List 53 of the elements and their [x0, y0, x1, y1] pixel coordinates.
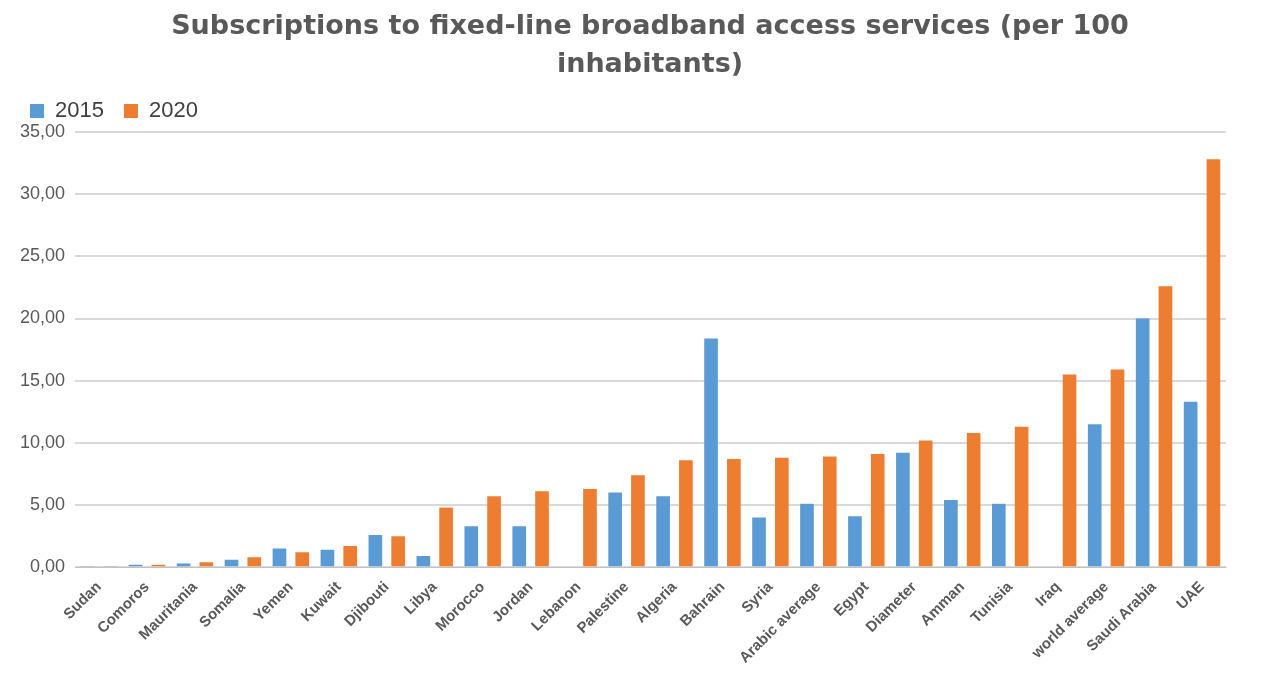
- bar: [1110, 369, 1125, 567]
- bar: [247, 557, 262, 567]
- bar: [320, 549, 335, 567]
- bar: [199, 562, 214, 567]
- x-tick-label: Iraq: [1031, 577, 1064, 610]
- bar: [1158, 286, 1173, 567]
- bar: [752, 517, 766, 567]
- bar: [800, 503, 814, 567]
- bar: [343, 546, 358, 567]
- bar: [487, 496, 501, 567]
- bar: [944, 500, 958, 567]
- bar: [1206, 159, 1221, 567]
- bar: [583, 488, 597, 567]
- bar: [368, 534, 383, 567]
- bar: [608, 492, 622, 567]
- legend-label: 2020: [148, 97, 198, 123]
- y-tick-label: 5,00: [30, 494, 66, 515]
- bar: [679, 460, 693, 567]
- bar: [822, 456, 837, 567]
- legend-label: 2015: [55, 97, 104, 123]
- bar: [966, 432, 981, 567]
- bar: [704, 338, 718, 567]
- y-tick-label: 20,00: [20, 307, 66, 328]
- bar: [1062, 374, 1077, 567]
- bar: [416, 556, 431, 567]
- bar: [439, 507, 453, 567]
- bar: [464, 526, 479, 567]
- bar: [991, 503, 1006, 567]
- y-tick-label: 15,00: [20, 369, 66, 390]
- bar: [727, 459, 741, 567]
- y-tick-label: 25,00: [20, 245, 66, 266]
- y-tick-label: 30,00: [20, 183, 66, 204]
- bar: [918, 440, 933, 567]
- bar: [512, 526, 527, 567]
- bar: [656, 496, 670, 567]
- bar: [870, 454, 885, 567]
- bar: [176, 563, 191, 567]
- bar: [1183, 401, 1198, 567]
- bar: [774, 457, 789, 567]
- y-tick-label: 0,00: [30, 556, 66, 577]
- bar: [535, 491, 549, 567]
- bar: [1135, 318, 1150, 567]
- y-tick-label: 35,00: [20, 120, 66, 141]
- chart-title: Subscriptions to fixed-line broadband access services (per 100 inhabitants): [170, 8, 1130, 80]
- bar: [1087, 424, 1102, 567]
- y-tick-label: 10,00: [20, 431, 66, 452]
- bar: [1014, 426, 1029, 567]
- bar: [848, 516, 862, 567]
- bar: [391, 536, 405, 567]
- bar: [295, 552, 310, 567]
- bar: [631, 475, 645, 567]
- bar: [896, 452, 910, 567]
- bar: [272, 548, 287, 567]
